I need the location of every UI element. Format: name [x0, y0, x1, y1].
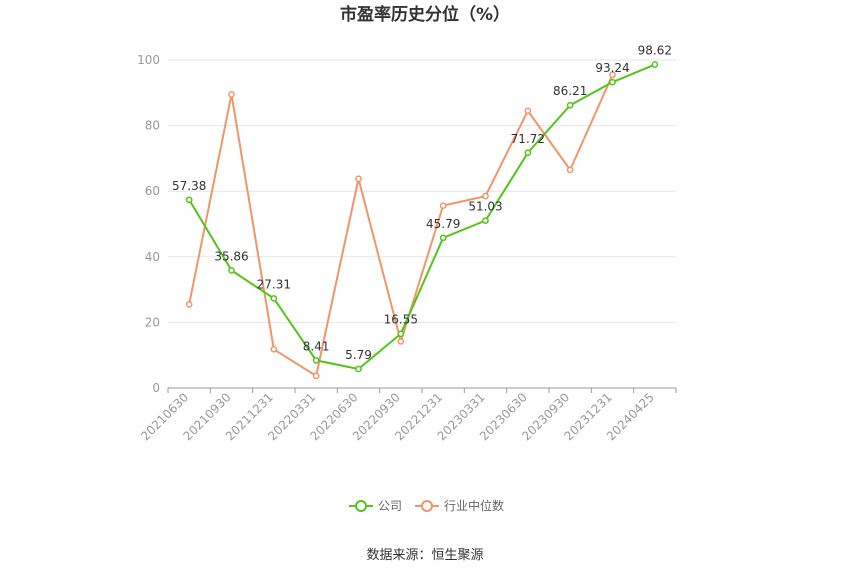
y-axis: 0 20 40 60 80 100 [137, 53, 160, 395]
data-point [185, 301, 193, 308]
y-tick-label: 100 [137, 53, 160, 67]
series-lines [185, 61, 659, 380]
y-tick-label: 0 [152, 381, 160, 395]
chart-title: 市盈率历史分位（%） [340, 4, 510, 25]
data-label: 86.21 [553, 84, 587, 98]
data-label: 57.38 [172, 179, 206, 193]
data-point [524, 107, 532, 115]
data-point [355, 175, 362, 183]
data-point [397, 330, 405, 338]
legend[interactable]: 公司 行业中位数 [349, 498, 504, 513]
data-label: 35.86 [214, 249, 248, 263]
data-point [228, 267, 235, 274]
data-point [482, 217, 489, 224]
data-point [524, 149, 532, 157]
data-point [482, 192, 489, 200]
data-point [270, 295, 278, 302]
data-label: 93.24 [595, 61, 629, 75]
data-point [185, 196, 193, 204]
legend-item-company[interactable]: 公司 [349, 499, 402, 513]
data-point [651, 61, 659, 68]
y-tick-label: 20 [145, 315, 160, 329]
data-point [609, 78, 616, 86]
data-point [228, 91, 235, 98]
grid [168, 59, 676, 323]
legend-label: 行业中位数 [444, 498, 504, 513]
data-label: 45.79 [426, 217, 460, 231]
data-point [397, 338, 405, 345]
data-label: 27.31 [257, 277, 291, 291]
legend-item-industry-median[interactable]: 行业中位数 [415, 498, 504, 513]
legend-label: 公司 [378, 499, 402, 513]
data-label: 71.72 [511, 132, 545, 146]
legend-marker [355, 500, 367, 512]
data-point [355, 365, 362, 373]
data-label: 16.55 [384, 313, 418, 327]
data-point [312, 357, 320, 364]
data-point [270, 345, 278, 353]
y-tick-label: 40 [145, 250, 160, 264]
y-tick-label: 60 [145, 184, 160, 198]
y-tick-label: 80 [145, 119, 160, 133]
data-point [439, 234, 447, 242]
data-label: 8.41 [303, 339, 330, 353]
data-source: 数据来源：恒生聚源 [366, 548, 483, 563]
series-line-company [188, 63, 656, 371]
data-point [566, 166, 574, 174]
data-point [566, 101, 574, 109]
data-labels: 57.38 35.86 27.31 8.41 5.79 16.55 45.79 51.03 71… [172, 44, 672, 362]
x-axis: 2021063020210930202112312022033120220630… [138, 387, 677, 443]
data-label: 5.79 [345, 348, 372, 362]
data-point [609, 71, 616, 79]
data-label: 98.62 [638, 44, 672, 58]
legend-marker [421, 500, 433, 512]
data-point [439, 202, 447, 209]
data-point [312, 372, 320, 380]
data-label: 51.03 [468, 200, 502, 214]
